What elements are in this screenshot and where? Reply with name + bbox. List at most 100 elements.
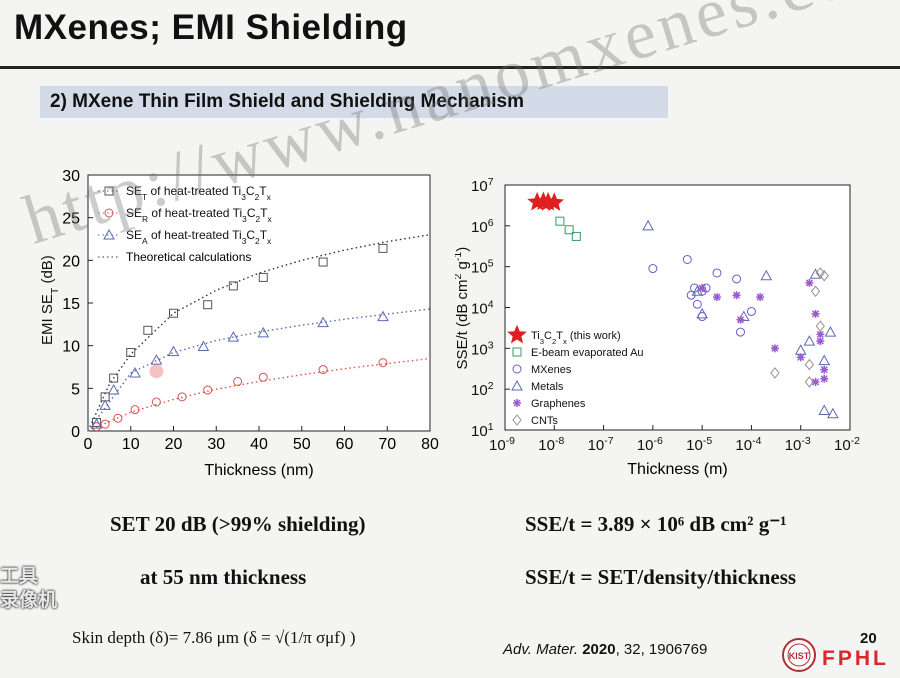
sse-formula-statement: SSE/t = SET/density/thickness (525, 565, 797, 589)
data-point-diamond (804, 376, 815, 388)
y-tick-label: 20 (62, 253, 80, 270)
data-point-triangle (809, 268, 822, 279)
x-tick-label: 10-5 (686, 435, 712, 454)
y-tick-label: 102 (471, 380, 494, 399)
legend-marker-circle (104, 208, 114, 218)
legend-label: SEA of heat-treated Ti3C2Tx (126, 228, 272, 246)
data-point-circle (258, 372, 268, 382)
recorder-line-1: 工具 (0, 566, 39, 587)
data-point-asterisk (796, 353, 805, 362)
data-point-square (126, 347, 136, 357)
data-point-asterisk (756, 293, 765, 302)
data-point-diamond (804, 358, 815, 371)
y-tick-label: 25 (62, 211, 80, 228)
data-point-circle (233, 377, 243, 387)
x-tick-label: 10-9 (489, 435, 515, 454)
data-point-triangle (107, 384, 120, 395)
x-tick-label: 60 (336, 436, 354, 453)
data-point-circle (100, 419, 110, 429)
data-point-square (571, 231, 581, 241)
data-point-triangle (90, 418, 103, 429)
data-point-circle (682, 254, 692, 264)
x-tick-label: 10-8 (538, 435, 564, 454)
citation-journal: Adv. Mater. (503, 641, 579, 658)
data-point-circle (378, 358, 388, 368)
plot-frame (504, 184, 851, 431)
y-tick-label: 105 (471, 258, 494, 277)
y-tick-label: 101 (471, 421, 494, 440)
data-point-circle (732, 274, 742, 284)
data-point-asterisk (732, 291, 741, 300)
x-tick-label: 0 (84, 436, 93, 453)
data-point-circle (692, 299, 702, 309)
data-point-square (555, 216, 565, 226)
data-point-circle (203, 385, 213, 395)
set-vs-thickness-svg: 0 10 20 30 40 50 60 70 80 0 5 10 15 20 25 30 Thickness (… (39, 168, 439, 479)
data-point-asterisk (770, 344, 779, 353)
legend-label: Theoretical calculations (126, 250, 251, 264)
x-tick-label: 10-2 (834, 435, 860, 454)
x-tick-label: 10-3 (785, 435, 811, 454)
data-point-triangle (197, 340, 210, 352)
x-tick-label: 50 (293, 436, 311, 453)
data-point-triangle (99, 399, 111, 410)
fphl-logo: FPHL (822, 647, 889, 670)
data-point-asterisk (816, 337, 825, 346)
legend-marker-square (104, 186, 114, 196)
y-tick-label: 107 (471, 176, 494, 195)
x-tick-label: 10-6 (637, 435, 663, 454)
set-vs-thickness-chart: 0 10 20 30 40 50 60 70 80 0 5 10 15 20 25 30 Thickness (… (30, 160, 450, 495)
y-tick-label: 0 (71, 424, 80, 441)
legend-label: SET of heat-treated Ti3C2Tx (126, 184, 272, 202)
data-point-triangle (642, 219, 654, 231)
y-tick-label: 103 (471, 339, 494, 358)
data-point-diamond (819, 269, 829, 282)
data-point-asterisk (805, 278, 814, 287)
data-point-circle (746, 306, 756, 316)
data-point-triangle (167, 345, 180, 357)
data-point-square (564, 225, 574, 235)
recorder-overlay: 工具 录像机 (0, 565, 72, 627)
legend-label: Graphenes (531, 398, 586, 410)
data-point-circle (177, 392, 187, 402)
x-tick-label: 70 (378, 436, 396, 453)
sse-value-statement: SSE/t = 3.89 × 10⁶ dB cm² g⁻¹ (525, 512, 787, 536)
x-tick-label: 10-7 (588, 435, 614, 454)
legend-label: Ti3C2Tx (this work) (531, 330, 621, 346)
data-point-square (143, 325, 153, 335)
data-point-diamond (815, 267, 825, 279)
sse-vs-thickness-chart: 10-9 10-8 10-7 10-6 10-5 10-4 10-3 10-2 101 102 10… (452, 170, 875, 495)
y-tick-label: 15 (62, 296, 80, 313)
data-point-square (203, 300, 213, 310)
data-point-diamond (770, 367, 780, 379)
data-point-triangle (803, 335, 816, 346)
data-point-square (169, 308, 178, 318)
section-subtitle: 2) MXene Thin Film Shield and Shielding … (40, 86, 668, 118)
x-axis-label: Thickness (m) (627, 461, 727, 478)
data-point-asterisk (736, 315, 745, 324)
legend-marker-asterisk (513, 399, 521, 407)
thickness-statement: at 55 nm thickness (140, 565, 307, 589)
y-tick-label: 30 (62, 168, 80, 185)
recorder-line-2: 录像机 (0, 590, 58, 611)
x-tick-label: 10-4 (735, 435, 761, 454)
data-point-diamond (810, 285, 821, 298)
data-point-circle (648, 264, 658, 274)
legend-label: E-beam evaporated Au (531, 347, 644, 359)
data-point-triangle (150, 354, 163, 365)
data-point-asterisk (712, 293, 721, 302)
data-point-square (258, 272, 268, 282)
data-point-asterisk (820, 365, 829, 374)
data-point-triangle (696, 307, 708, 319)
data-point-star (544, 192, 565, 211)
legend-label: Metals (531, 381, 564, 393)
data-point-triangle (737, 310, 750, 322)
x-tick-label: 80 (421, 436, 439, 453)
data-point-asterisk (811, 377, 820, 386)
legend-marker-diamond (512, 414, 522, 426)
data-point-triangle (257, 326, 270, 338)
data-point-triangle (827, 407, 839, 419)
data-point-circle (113, 413, 123, 423)
plot-frame (87, 174, 431, 432)
y-tick-label: 10 (62, 339, 80, 356)
